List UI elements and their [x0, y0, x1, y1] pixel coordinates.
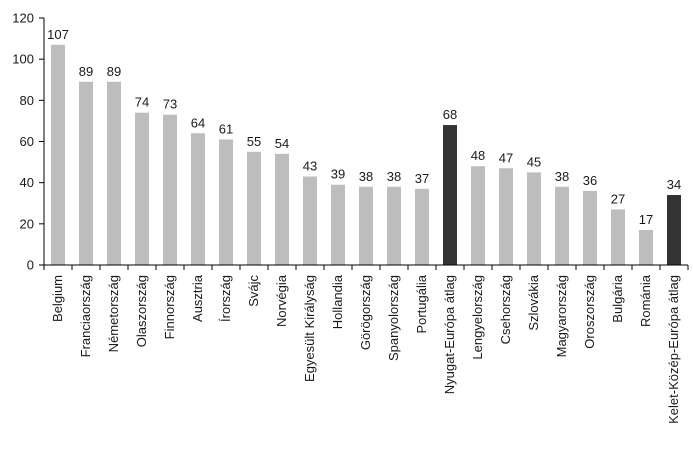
- bar: [443, 125, 457, 266]
- bar: [219, 139, 233, 265]
- category-label: Kelet-Közép-Európa átlag: [666, 275, 681, 424]
- bar: [471, 166, 485, 265]
- category-label: Spanyolország: [386, 275, 401, 361]
- bar: [387, 186, 401, 265]
- category-label: Svájc: [246, 275, 261, 307]
- y-tick-label: 0: [27, 258, 34, 273]
- data-label: 73: [163, 97, 177, 112]
- bars: [51, 44, 681, 266]
- data-label: 55: [247, 134, 261, 149]
- data-label: 39: [331, 167, 345, 182]
- y-axis: 0 20 40 60 80 100 120: [12, 11, 45, 273]
- bar: [359, 186, 373, 265]
- x-axis: Belgium Franciaország Németország Olaszorsz…: [43, 264, 689, 424]
- category-label: Oroszország: [582, 275, 597, 349]
- bar: [583, 190, 597, 265]
- bar: [107, 81, 121, 265]
- category-label: Magyarország: [554, 275, 569, 357]
- bar: [303, 176, 317, 265]
- category-label: Norvégia: [274, 274, 289, 327]
- bar: [667, 195, 681, 265]
- category-label: Hollandia: [330, 274, 345, 329]
- bar: [79, 81, 93, 265]
- bar: [331, 184, 345, 265]
- bar: [135, 112, 149, 265]
- bar: [191, 133, 205, 265]
- y-tick-label: 80: [20, 93, 34, 108]
- category-label: Bulgária: [610, 274, 625, 322]
- data-label: 74: [135, 95, 149, 110]
- y-tick-label: 100: [12, 52, 34, 67]
- data-label: 38: [359, 169, 373, 184]
- data-label: 37: [415, 171, 429, 186]
- bar: [555, 186, 569, 265]
- data-label: 38: [555, 169, 569, 184]
- category-label: Finnország: [162, 275, 177, 339]
- data-label: 47: [499, 150, 513, 165]
- data-label: 34: [667, 177, 681, 192]
- category-label: Egyesült Királyság: [302, 275, 317, 382]
- data-label: 54: [275, 136, 289, 151]
- data-label: 89: [107, 64, 121, 79]
- bar: [275, 153, 289, 265]
- data-label: 107: [47, 27, 69, 42]
- data-label: 17: [639, 212, 653, 227]
- data-label: 27: [611, 191, 625, 206]
- category-label: Portugália: [414, 274, 429, 333]
- category-label: Nyugat-Európa átlag: [442, 275, 457, 394]
- category-label: Románia: [638, 274, 653, 327]
- bar: [611, 209, 625, 265]
- category-label: Belgium: [50, 275, 65, 322]
- data-labels: 107 89 89 74 73 64 61 55 54 43 39 38 38 37 68 48 47 45 38 3…: [47, 27, 681, 227]
- bar: [639, 230, 653, 265]
- data-label: 45: [527, 154, 541, 169]
- data-label: 36: [583, 173, 597, 188]
- category-label: Görögország: [358, 275, 373, 350]
- data-label: 38: [387, 169, 401, 184]
- category-label: Lengyelország: [470, 275, 485, 360]
- data-label: 43: [303, 158, 317, 173]
- category-label: Írország: [218, 275, 233, 322]
- data-label: 89: [79, 64, 93, 79]
- bar: [499, 168, 513, 265]
- bar: [527, 172, 541, 265]
- category-label: Olaszország: [134, 275, 149, 347]
- bar: [247, 151, 261, 265]
- y-tick-label: 120: [12, 11, 34, 26]
- y-tick-label: 60: [20, 134, 34, 149]
- category-label: Ausztria: [190, 274, 205, 322]
- y-tick-label: 40: [20, 175, 34, 190]
- bar: [415, 188, 429, 265]
- category-label: Franciaország: [78, 275, 93, 357]
- data-label: 48: [471, 148, 485, 163]
- category-label: Csehország: [498, 275, 513, 344]
- category-label: Németország: [106, 275, 121, 352]
- data-label: 61: [219, 121, 233, 136]
- bar: [163, 114, 177, 265]
- bar: [51, 44, 65, 266]
- y-tick-label: 20: [20, 216, 34, 231]
- data-label: 68: [443, 107, 457, 122]
- category-label: Szlovákia: [526, 274, 541, 330]
- data-label: 64: [191, 115, 205, 130]
